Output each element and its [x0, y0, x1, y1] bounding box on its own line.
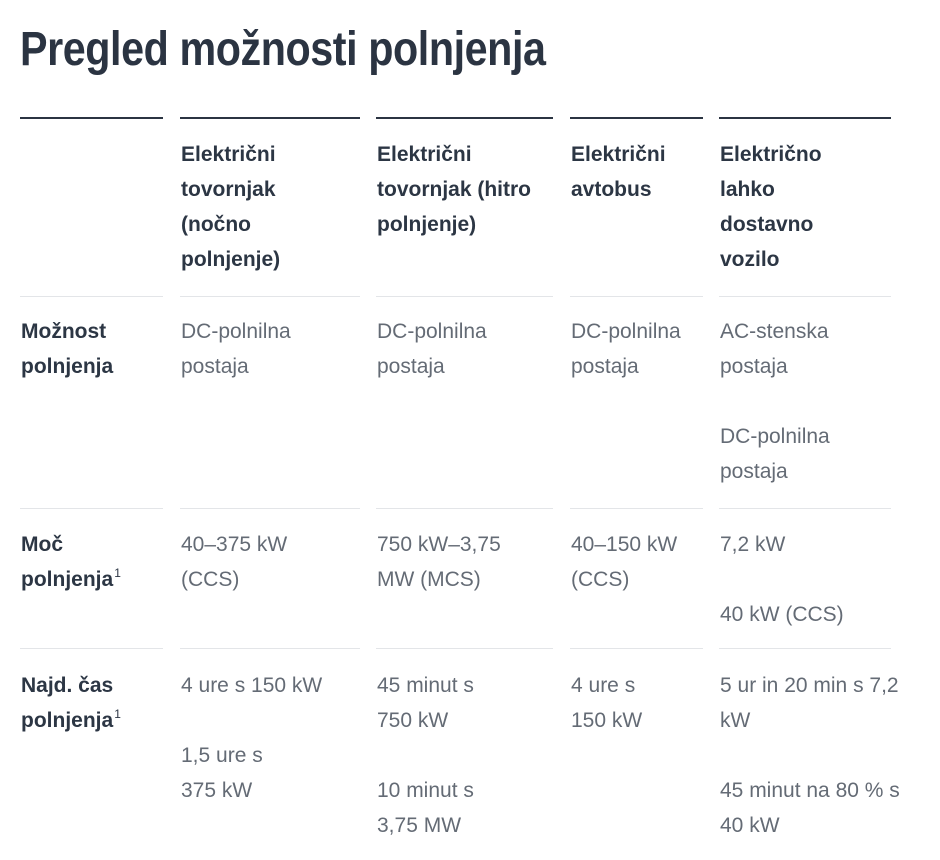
- row-divider: [570, 648, 703, 649]
- row-divider: [719, 508, 891, 509]
- row-divider: [180, 296, 360, 297]
- cell-value: 5 ur in 20 min s 7,2 kW: [720, 674, 899, 732]
- row-header: Moč polnjenja1: [21, 527, 161, 597]
- cell-value: DC-polnilna postaja: [377, 320, 487, 378]
- column-rule: [376, 117, 553, 119]
- cell-value: DC-polnilna postaja: [181, 320, 291, 378]
- row-divider: [719, 648, 891, 649]
- row-header-label: Možnost polnjenja: [21, 320, 114, 378]
- row-divider: [20, 648, 163, 649]
- column-header: Električni tovornjak (nočno polnjenje): [181, 137, 341, 277]
- column-rule: [20, 117, 163, 119]
- cell-value: 7,2 kW: [720, 533, 786, 556]
- page-title: Pregled možnosti polnjenja: [20, 23, 546, 76]
- row-divider: [719, 296, 891, 297]
- table-cell: AC-stenska postaja DC-polnilna postaja: [720, 314, 880, 489]
- footnote-marker: 1: [114, 566, 121, 580]
- column-header: Električni avtobus: [571, 137, 696, 207]
- table-cell: DC-polnilna postaja: [571, 314, 706, 384]
- cell-value: AC-stenska postaja: [720, 320, 829, 378]
- table-cell: 7,2 kW 40 kW (CCS): [720, 527, 880, 632]
- cell-value: 1,5 ure s 375 kW: [181, 744, 263, 802]
- row-divider: [570, 296, 703, 297]
- cell-value: DC-polnilna postaja: [720, 425, 830, 483]
- table-cell: 40–150 kW (CCS): [571, 527, 706, 597]
- table-cell: 4 ure s 150 kW 1,5 ure s 375 kW: [181, 668, 356, 808]
- row-divider: [570, 508, 703, 509]
- table-cell: 40–375 kW (CCS): [181, 527, 341, 597]
- column-rule: [180, 117, 360, 119]
- row-divider: [20, 508, 163, 509]
- cell-value: 40 kW (CCS): [720, 603, 844, 626]
- row-divider: [20, 296, 163, 297]
- table-cell: 5 ur in 20 min s 7,2 kW 45 minut na 80 %…: [720, 668, 900, 843]
- row-divider: [376, 296, 553, 297]
- column-header: Električni tovornjak (hitro polnjenje): [377, 137, 537, 242]
- cell-value: 10 minut s 3,75 MW: [377, 779, 474, 837]
- cell-value: 40–150 kW (CCS): [571, 533, 678, 591]
- cell-value: DC-polnilna postaja: [571, 320, 681, 378]
- cell-value: 4 ure s 150 kW: [181, 674, 323, 697]
- table-cell: DC-polnilna postaja: [377, 314, 537, 384]
- cell-value: 45 minut s 750 kW: [377, 674, 474, 732]
- cell-value: 4 ure s 150 kW: [571, 674, 643, 732]
- row-divider: [180, 648, 360, 649]
- cell-value: 45 minut na 80 % s 40 kW: [720, 779, 900, 837]
- row-divider: [376, 648, 553, 649]
- column-header-label: Električno lahko dostavno vozilo: [720, 143, 822, 271]
- cell-value: 40–375 kW (CCS): [181, 533, 288, 591]
- column-header: Električno lahko dostavno vozilo: [720, 137, 850, 277]
- row-header: Možnost polnjenja: [21, 314, 161, 384]
- cell-value: 750 kW–3,75 MW (MCS): [377, 533, 501, 591]
- footnote-marker: 1: [114, 707, 121, 721]
- row-divider: [180, 508, 360, 509]
- table-cell: 4 ure s 150 kW: [571, 668, 671, 738]
- column-rule: [719, 117, 891, 119]
- row-header: Najd. čas polnjenja1: [21, 668, 161, 738]
- table-cell: 750 kW–3,75 MW (MCS): [377, 527, 527, 597]
- table-cell: 45 minut s 750 kW 10 minut s 3,75 MW: [377, 668, 502, 843]
- table-cell: DC-polnilna postaja: [181, 314, 341, 384]
- column-header-label: Električni avtobus: [571, 143, 666, 201]
- row-header-label: Moč polnjenja: [21, 533, 114, 591]
- row-header-label: Najd. čas polnjenja: [21, 674, 114, 732]
- column-rule: [570, 117, 703, 119]
- column-header-label: Električni tovornjak (nočno polnjenje): [181, 143, 281, 271]
- row-divider: [376, 508, 553, 509]
- column-header-label: Električni tovornjak (hitro polnjenje): [377, 143, 532, 236]
